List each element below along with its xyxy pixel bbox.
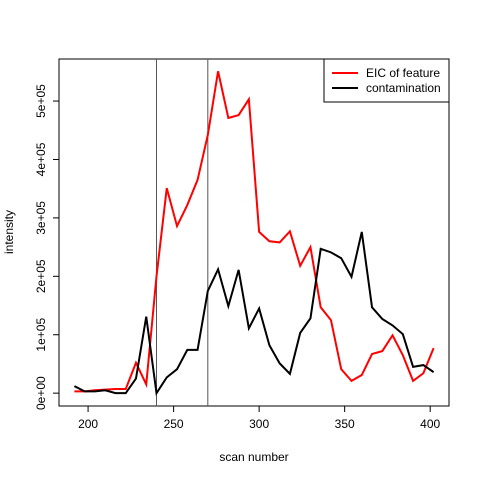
x-tick-label: 400 <box>420 417 440 431</box>
y-tick-label: 2e+05 <box>34 259 48 293</box>
series-line <box>74 71 435 393</box>
x-tick-label: 200 <box>78 417 98 431</box>
y-tick-label: 4e+05 <box>34 142 48 176</box>
y-tick-label: 0e+00 <box>34 376 48 410</box>
legend-box <box>323 58 450 103</box>
y-axis-label: intensity <box>2 210 16 254</box>
series-line <box>73 231 435 396</box>
legend-label: EIC of feature <box>366 66 440 80</box>
y-tick-label: 3e+05 <box>34 201 48 235</box>
y-tick-label: 5e+05 <box>34 84 48 118</box>
x-axis-label: scan number <box>219 450 288 464</box>
x-tick-label: 250 <box>164 417 184 431</box>
x-tick-label: 300 <box>249 417 269 431</box>
y-tick-label: 1e+05 <box>34 318 48 352</box>
legend-label: contamination <box>366 81 441 95</box>
plot-frame <box>58 58 450 407</box>
x-tick-label: 350 <box>335 417 355 431</box>
